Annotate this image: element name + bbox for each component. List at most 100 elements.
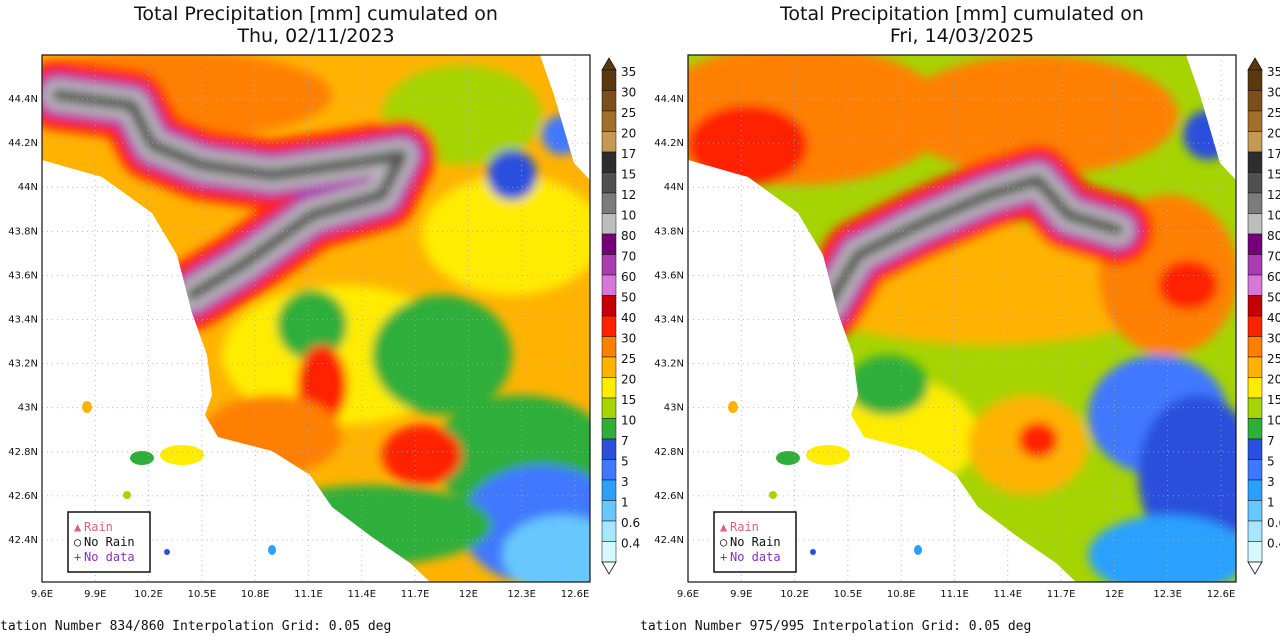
sea xyxy=(42,160,430,582)
legend-symbol: ○ xyxy=(74,535,81,549)
rain-area xyxy=(1088,515,1236,582)
colorbar-label: 0.4 xyxy=(1267,537,1280,551)
colorbar-label: 15 xyxy=(1267,168,1280,182)
island xyxy=(769,491,777,499)
colorbar-cell xyxy=(601,295,617,317)
colorbar-label: 12 xyxy=(621,188,636,202)
colorbar-label: 50 xyxy=(621,291,636,305)
colorbar-cell xyxy=(601,151,617,173)
lat-tick-label: 43.6N xyxy=(654,270,684,281)
colorbar-label: 30 xyxy=(1267,332,1280,346)
lon-tick-label: 12E xyxy=(459,589,478,600)
colorbar-cell xyxy=(1247,213,1263,235)
island xyxy=(268,545,276,555)
precip-field xyxy=(42,55,590,582)
colorbar-cell xyxy=(601,213,617,235)
lat-tick-label: 43.4N xyxy=(654,315,684,326)
lon-tick-label: 11.1E xyxy=(940,589,969,600)
colorbar-label: 1 xyxy=(621,496,629,510)
colorbar-label: 10 xyxy=(621,414,636,428)
sea xyxy=(688,160,1076,582)
colorbar-cell xyxy=(1247,459,1263,481)
rain-area xyxy=(688,105,808,185)
island xyxy=(160,445,204,465)
legend: ▲ Rain○ No Rain+ No data xyxy=(67,511,151,573)
lat-tick-label: 42.4N xyxy=(8,535,38,546)
colorbar-cell xyxy=(1247,254,1263,276)
lon-tick-label: 12.6E xyxy=(561,589,590,600)
rain-area xyxy=(1138,395,1236,555)
colorbar-label: 25 xyxy=(621,352,636,366)
colorbar-cell xyxy=(1247,151,1263,173)
colorbar-cell xyxy=(601,479,617,501)
lon-tick-label: 11.7E xyxy=(401,589,430,600)
legend: ▲ Rain○ No Rain+ No data xyxy=(713,511,797,573)
rain-area xyxy=(502,515,590,582)
colorbar-cell xyxy=(1247,377,1263,399)
lon-tick-label: 10.8E xyxy=(241,589,270,600)
island xyxy=(806,445,850,465)
colorbar-cell xyxy=(601,110,617,132)
colorbar-cell xyxy=(1247,336,1263,358)
colorbar-cell xyxy=(601,233,617,255)
legend-symbol: + xyxy=(720,550,727,564)
colorbar-cell xyxy=(1247,541,1263,563)
lat-tick-label: 43N xyxy=(18,403,38,414)
lat-tick-label: 43.8N xyxy=(654,226,684,237)
rain-area xyxy=(277,290,347,360)
lat-tick-label: 42.6N xyxy=(8,491,38,502)
colorbar-cell xyxy=(1247,315,1263,337)
lon-tick-label: 12.6E xyxy=(1207,589,1236,600)
colorbar-label: 1 xyxy=(1267,496,1275,510)
island xyxy=(123,491,131,499)
map-frame xyxy=(687,54,1237,583)
colorbar-label: 7 xyxy=(1267,434,1275,448)
colorbar-cell xyxy=(601,274,617,296)
map-frame xyxy=(41,54,591,583)
lon-tick-label: 9.6E xyxy=(31,589,53,600)
legend-symbol: ▲ xyxy=(74,520,82,534)
map-footer: tation Number 834/860 Interpolation Grid… xyxy=(0,619,391,634)
colorbar-cell xyxy=(1247,192,1263,214)
colorbar-cell xyxy=(1247,172,1263,194)
lat-tick-label: 44N xyxy=(664,182,684,193)
legend-label: Rain xyxy=(730,520,759,534)
colorbar-label: 80 xyxy=(1267,229,1280,243)
lon-tick-label: 10.2E xyxy=(134,589,163,600)
colorbar-cell xyxy=(601,254,617,276)
legend-label: No Rain xyxy=(730,535,781,549)
lon-tick-label: 11.4E xyxy=(348,589,377,600)
island xyxy=(914,545,922,555)
colorbar-cell xyxy=(601,90,617,112)
map-title: Total Precipitation [mm] cumulated on xyxy=(133,3,498,25)
colorbar-label: 35 xyxy=(621,65,636,79)
colorbar-cell xyxy=(1247,397,1263,419)
colorbar-label: 30 xyxy=(621,86,636,100)
colorbar-label: 35 xyxy=(1267,65,1280,79)
lat-tick-label: 43.2N xyxy=(654,359,684,370)
rain-area xyxy=(1018,422,1058,458)
legend-symbol: ○ xyxy=(720,535,727,549)
colorbar-label: 5 xyxy=(621,455,629,469)
rain-area xyxy=(422,175,590,295)
colorbar-cap xyxy=(1247,561,1263,575)
map-panel: 44.4N 44.2N 44N 43.8N 43.6N 43.4N 43.2N 43N 42.8… xyxy=(654,54,1237,600)
colorbar-label: 15 xyxy=(621,393,636,407)
colorbar-label: 3 xyxy=(621,475,629,489)
colorbar-label: 10 xyxy=(1267,414,1280,428)
sea-ne xyxy=(540,55,590,180)
island xyxy=(776,451,800,465)
lon-tick-label: 9.6E xyxy=(677,589,699,600)
map-title: Total Precipitation [mm] cumulated on xyxy=(779,3,1144,25)
field-blobs xyxy=(42,55,590,582)
rain-area xyxy=(848,355,928,415)
rain-area xyxy=(1158,260,1218,310)
island xyxy=(164,549,170,555)
colorbar-label: 70 xyxy=(621,250,636,264)
map-date: Fri, 14/03/2025 xyxy=(890,25,1034,47)
island xyxy=(82,401,92,413)
lon-tick-label: 10.2E xyxy=(780,589,809,600)
rain-area xyxy=(487,150,537,200)
colorbar-cell xyxy=(1247,500,1263,522)
